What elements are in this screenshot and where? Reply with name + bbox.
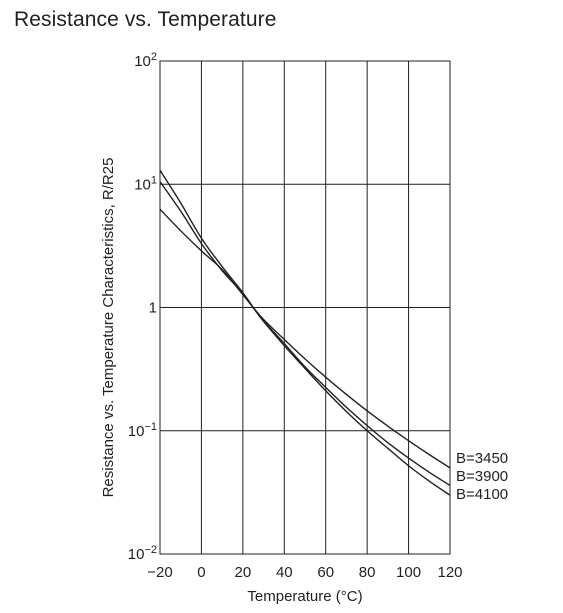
series-line-b-4100 [159, 169, 451, 496]
chart-title: Resistance vs. Temperature [14, 8, 277, 31]
x-axis-label: Temperature (°C) [247, 588, 362, 605]
grid [159, 60, 451, 555]
x-tick-label: 40 [276, 564, 293, 581]
plot-frame [159, 60, 451, 555]
y-tick-label: 1 [149, 300, 157, 317]
series-label: B=4100 [456, 486, 508, 503]
x-tick-label: 80 [359, 564, 376, 581]
y-tick-label: 10−2 [128, 544, 157, 563]
y-tick-label: 102 [134, 51, 157, 70]
y-tick-label: 10−1 [128, 421, 157, 440]
curves [159, 169, 451, 496]
x-tick-label: 0 [197, 564, 205, 581]
series-line-b-3450 [159, 208, 451, 469]
y-axis-label: Resistance vs. Temperature Characteristi… [100, 158, 117, 498]
x-tick-label: −20 [147, 564, 172, 581]
x-tick-label: 20 [235, 564, 252, 581]
y-tick-label: 101 [134, 174, 157, 193]
x-tick-label: 60 [317, 564, 334, 581]
series-line-b-3900 [159, 181, 451, 487]
series-label: B=3450 [456, 450, 508, 467]
x-tick-label: 120 [437, 564, 462, 581]
x-tick-label: 100 [396, 564, 421, 581]
series-label: B=3900 [456, 468, 508, 485]
y-tick-labels: 102 101 1 10−1 10−2 [128, 51, 157, 563]
x-tick-labels: −20 0 20 40 60 80 100 120 [147, 564, 462, 581]
